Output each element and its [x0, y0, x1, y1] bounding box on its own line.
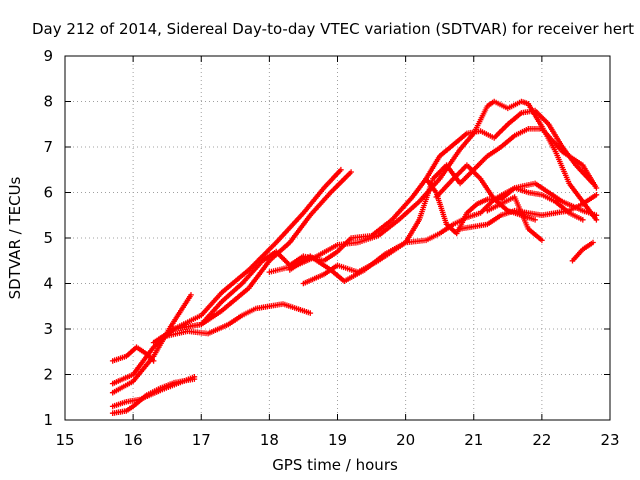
series-track-i: [266, 98, 600, 275]
series-track-f: [150, 169, 354, 346]
y-tick-label: 3: [43, 320, 53, 338]
x-tick-label: 18: [260, 431, 279, 449]
y-tick-label: 8: [43, 93, 53, 111]
series-markers: [300, 180, 600, 287]
series-line: [153, 171, 352, 344]
x-tick-label: 19: [328, 431, 347, 449]
series-markers: [164, 301, 314, 339]
series-track-o: [484, 194, 545, 244]
y-axis-title: SDTVAR / TECUs: [6, 176, 24, 299]
x-tick-label: 21: [464, 431, 483, 449]
series-markers: [150, 169, 354, 346]
x-tick-label: 16: [124, 431, 143, 449]
y-tick-label: 9: [43, 47, 53, 65]
series-markers: [484, 194, 545, 244]
series-markers: [109, 166, 344, 387]
x-tick-label: 20: [396, 431, 415, 449]
x-tick-label: 17: [192, 431, 211, 449]
series-markers: [171, 107, 596, 332]
y-tick-label: 6: [43, 184, 53, 202]
x-axis-title: GPS time / hours: [272, 456, 398, 474]
series-track-e: [109, 166, 344, 387]
y-tick-label: 1: [43, 411, 53, 429]
series-layer: [109, 98, 600, 416]
series-track-m: [433, 162, 538, 223]
series-track-b: [109, 376, 198, 416]
x-tick-label: 22: [532, 431, 551, 449]
series-track-p: [569, 239, 596, 264]
series-track-k: [300, 180, 600, 287]
y-tick-label: 2: [43, 366, 53, 384]
chart-title: Day 212 of 2014, Sidereal Day-to-day VTE…: [32, 20, 634, 38]
x-tick-label: 23: [600, 431, 619, 449]
series-track-g: [164, 301, 314, 339]
x-tick-label: 15: [55, 431, 74, 449]
y-tick-label: 7: [43, 138, 53, 156]
y-tick-label: 5: [43, 229, 53, 247]
y-tick-label: 4: [43, 275, 53, 293]
series-markers: [109, 376, 198, 416]
series-markers: [569, 239, 596, 264]
